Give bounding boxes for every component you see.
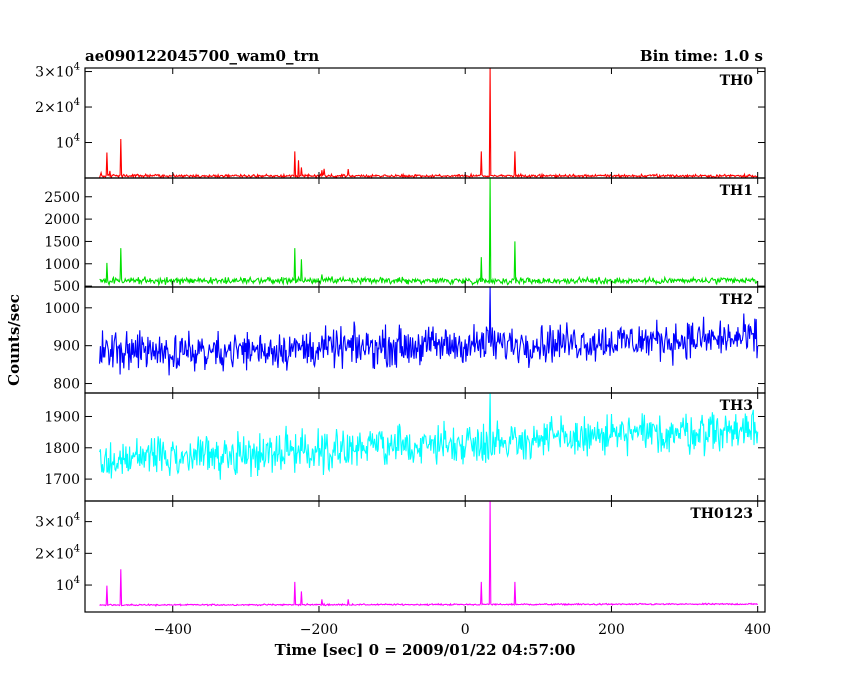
panel-label-th0: TH0	[720, 73, 754, 89]
y-tick-label-th0123: 2×104	[35, 543, 80, 562]
panels-group: TH01042×1043×104TH15001000150020002500TH…	[35, 62, 771, 638]
panel-frame-th0123	[84, 500, 766, 613]
panel-label-th3: TH3	[720, 398, 753, 414]
panel-label-th0123: TH0123	[690, 506, 753, 522]
y-tick-label-th2: 1000	[44, 301, 80, 317]
y-tick-label-th0123: 104	[56, 575, 80, 594]
y-tick-label-th3: 1700	[44, 472, 80, 488]
y-tick-label-th1: 2500	[44, 190, 80, 206]
chart-title: ae090122045700_wam0_trn	[85, 47, 319, 65]
y-tick-label-th1: 1000	[44, 257, 80, 273]
panel-frame-th1	[84, 177, 766, 288]
y-tick-label-th0123: 3×104	[35, 512, 80, 531]
x-tick-label: 400	[744, 622, 771, 638]
y-tick-label-th0: 3×104	[35, 62, 80, 81]
bin-time-label: Bin time: 1.0 s	[640, 47, 763, 65]
series-line-th2	[99, 286, 759, 376]
y-tick-label-th3: 1800	[44, 441, 80, 457]
series-line-th3	[99, 392, 759, 480]
panel-label-th2: TH2	[720, 292, 753, 308]
x-tick-label: 0	[461, 622, 470, 638]
x-tick-label: −400	[154, 622, 192, 638]
series-line-th0	[99, 67, 759, 180]
y-tick-label-th2: 900	[53, 339, 80, 355]
y-tick-label-th3: 1900	[44, 409, 80, 425]
x-axis-label: Time [sec] 0 = 2009/01/22 04:57:00	[275, 641, 576, 659]
panel-th0: TH0 104 2×104 3×104	[35, 62, 766, 180]
y-tick-label-th1: 500	[53, 279, 80, 295]
y-axis-label: Counts/sec	[5, 294, 23, 386]
y-tick-label-th1: 2000	[44, 212, 80, 228]
panel-frame-th3	[84, 392, 766, 502]
panel-th0123: TH0123 104 2×104 3×104	[35, 500, 766, 613]
y-tick-label-th0: 2×104	[35, 97, 80, 116]
y-tick-label-th0: 104	[56, 133, 80, 152]
y-tick-label-th1: 1500	[44, 234, 80, 250]
panel-frame-th0	[84, 67, 766, 179]
series-line-th0123	[99, 500, 759, 607]
x-tick-label: 200	[598, 622, 625, 638]
panel-th3: TH3 1700 1800 1900	[44, 392, 766, 502]
y-tick-label-th2: 800	[53, 377, 80, 393]
series-line-th1	[99, 177, 759, 287]
panel-th2: TH2 800 900 1000	[44, 286, 766, 394]
panel-label-th1: TH1	[720, 183, 753, 199]
x-tick-label: −200	[300, 622, 338, 638]
panel-th1: TH1 500 1000 1500 2000 2500	[44, 177, 766, 295]
